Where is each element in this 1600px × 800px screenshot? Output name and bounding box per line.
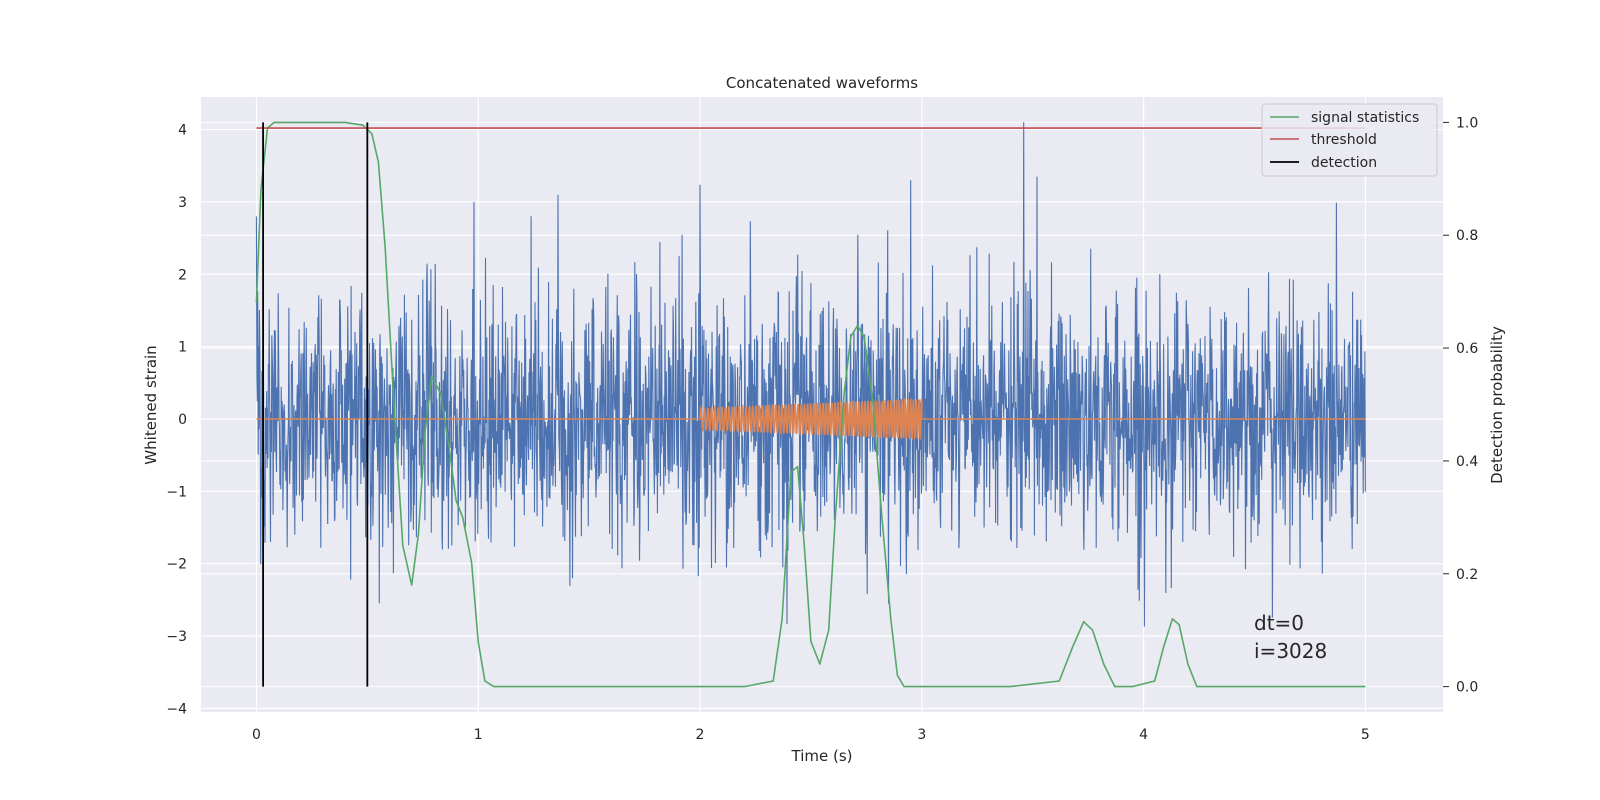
tick-layer: 0 1 2 3 4 5 −4 −3 −2 −1 0 1 2 3 4 0.0 0.2 0.4 0.6 0.8 1.0: [166, 115, 1478, 743]
x-tick-label: 5: [1361, 727, 1370, 743]
y2-tick-label: 0.6: [1456, 341, 1478, 357]
y2-tick-label: 0.0: [1456, 680, 1478, 696]
y-tick-label: 0: [178, 412, 187, 428]
x-tick-label: 2: [696, 727, 705, 743]
y2-tick-label: 0.8: [1456, 228, 1478, 244]
legend-box: [1261, 103, 1438, 177]
x-tick-label: 4: [1139, 727, 1148, 743]
signal-statistics-line: [255, 121, 1366, 688]
y-tick-label: 1: [178, 340, 187, 356]
annotation-dt: dt=0: [1254, 611, 1304, 635]
y2-tick-label: 1.0: [1456, 115, 1478, 131]
legend-label-threshold: threshold: [1311, 132, 1377, 148]
x-tick-label: 0: [252, 727, 261, 743]
y-tick-label: 4: [178, 123, 187, 139]
legend-label-detection: detection: [1311, 155, 1377, 171]
chart-title: Concatenated waveforms: [726, 74, 918, 92]
x-axis-label: Time (s): [791, 747, 853, 765]
y2-tick-label: 0.2: [1456, 567, 1478, 583]
y-tick-label: −3: [166, 629, 187, 645]
injection-series-line: [256, 396, 1366, 442]
y-tick-label: 2: [178, 267, 187, 283]
strain-series-line: [255, 122, 1366, 627]
y2-tick-label: 0.4: [1456, 454, 1478, 470]
x-tick-label: 3: [917, 727, 926, 743]
y-tick-label: −1: [166, 484, 187, 500]
annotation-i: i=3028: [1254, 639, 1327, 663]
y-tick-label: −2: [166, 557, 187, 573]
data-layer: [255, 121, 1366, 688]
y-tick-label: 3: [178, 195, 187, 211]
y2-axis-label: Detection probability: [1488, 326, 1506, 484]
y-axis-label: Whitened strain: [142, 345, 160, 464]
x-tick-label: 1: [474, 727, 483, 743]
y-tick-label: −4: [166, 701, 187, 717]
legend-label-signal-statistics: signal statistics: [1311, 110, 1419, 126]
legend: signal statistics threshold detection: [1261, 103, 1438, 177]
